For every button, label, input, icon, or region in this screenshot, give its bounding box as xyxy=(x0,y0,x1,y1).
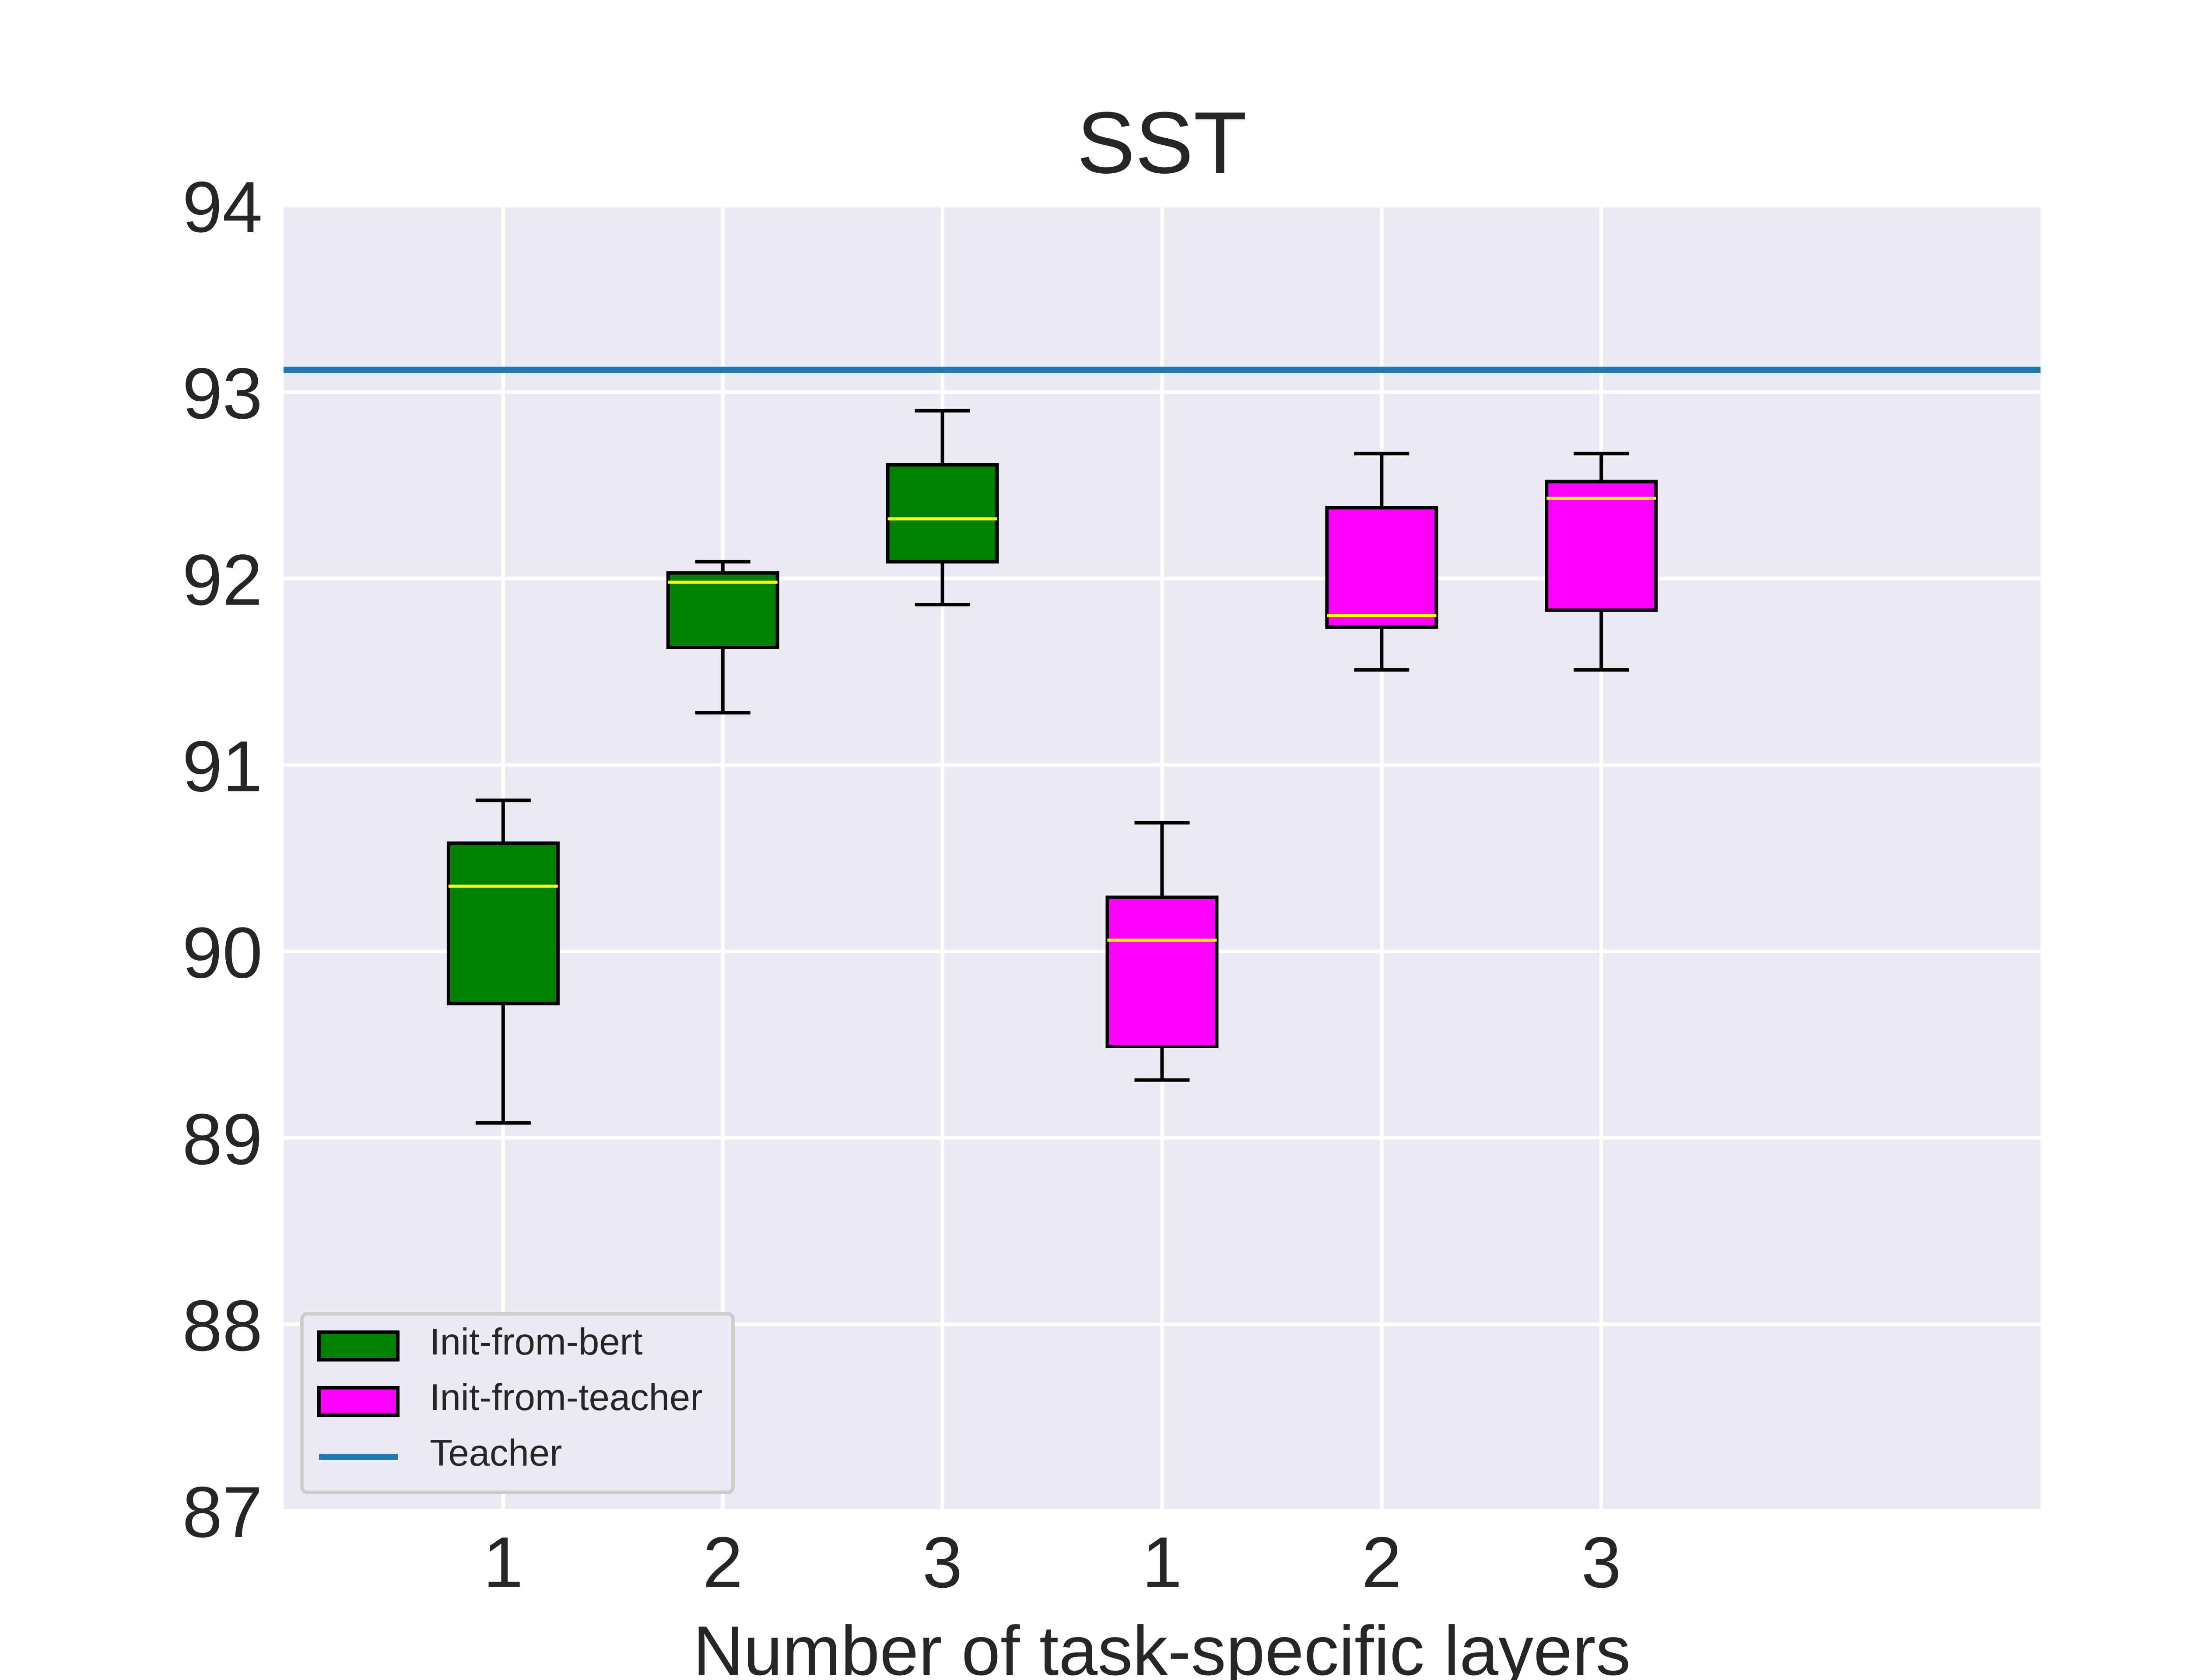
y-tick-label: 94 xyxy=(182,167,263,247)
legend-frame xyxy=(300,1312,735,1494)
box-plot xyxy=(886,409,999,606)
y-tick-label: 93 xyxy=(182,353,263,434)
y-tick-label: 88 xyxy=(182,1285,263,1366)
box-plot xyxy=(446,798,560,1125)
box xyxy=(446,841,560,1005)
box xyxy=(1105,895,1219,1048)
x-tick-label: 1 xyxy=(1142,1522,1182,1603)
box-plot xyxy=(1325,452,1438,672)
box xyxy=(886,463,999,564)
box xyxy=(1545,480,1658,612)
x-tick-label: 3 xyxy=(922,1522,963,1603)
legend-label-teacher: Teacher xyxy=(430,1432,562,1474)
box-plot xyxy=(1105,821,1219,1082)
legend-label-init-from-teacher: Init-from-teacher xyxy=(430,1377,703,1418)
y-tick-label: 90 xyxy=(182,913,263,993)
y-tick-label: 91 xyxy=(182,726,263,806)
legend-swatch-init-from-teacher xyxy=(317,1386,400,1417)
y-tick-label: 87 xyxy=(182,1472,263,1552)
x-tick-label: 3 xyxy=(1581,1522,1621,1603)
x-tick-label: 1 xyxy=(483,1522,523,1603)
x-axis-label: Number of task-specific layers xyxy=(693,1611,1631,1680)
box-plot xyxy=(1545,452,1658,672)
box xyxy=(666,571,779,649)
grid xyxy=(284,204,2041,1512)
legend: Init-from-bert Init-from-teacher Teacher xyxy=(300,1312,735,1494)
y-tick-label: 89 xyxy=(182,1099,263,1180)
box-plot xyxy=(666,560,779,715)
chart-title: SST xyxy=(1077,94,1247,192)
legend-label-init-from-bert: Init-from-bert xyxy=(430,1321,642,1363)
legend-swatch-init-from-bert xyxy=(317,1330,400,1362)
y-tick-label: 92 xyxy=(182,539,263,620)
boxes xyxy=(446,409,1658,1125)
x-tick-labels: 1 2 3 1 2 3 xyxy=(483,1522,1621,1603)
x-tick-label: 2 xyxy=(703,1522,743,1603)
y-tick-labels: 87 88 89 90 91 92 93 94 xyxy=(182,167,263,1552)
box xyxy=(1325,506,1438,629)
x-tick-label: 2 xyxy=(1361,1522,1402,1603)
